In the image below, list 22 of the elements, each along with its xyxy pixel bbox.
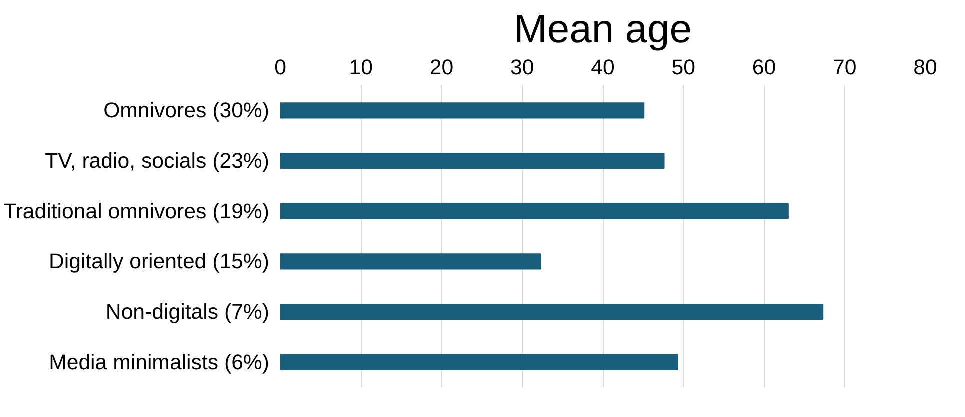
y-tick-label: Omnivores (30%)	[104, 98, 270, 123]
x-tick-label: 10	[349, 56, 374, 80]
bar	[280, 102, 645, 119]
x-tick-label: 50	[672, 56, 696, 80]
bar	[280, 203, 789, 220]
y-tick-label: Media minimalists (6%)	[49, 350, 270, 374]
bar	[280, 254, 542, 270]
y-tick-label: Digitally oriented (15%)	[49, 250, 270, 274]
x-tick-label: 70	[833, 56, 857, 80]
y-tick-label: Traditional omnivores (19%)	[4, 199, 270, 224]
x-tick-label: 40	[591, 56, 615, 80]
x-tick-label: 30	[510, 56, 534, 80]
x-tick-label: 20	[430, 56, 454, 80]
x-tick-label: 0	[274, 56, 287, 80]
y-tick-label: TV, radio, socials (23%)	[45, 149, 270, 173]
chart-title: Mean age	[514, 8, 692, 52]
bar	[280, 354, 678, 370]
x-tick-label: 60	[752, 56, 776, 80]
bar	[280, 304, 824, 320]
x-tick-label: 80	[914, 56, 938, 80]
y-tick-label: Non-digitals (7%)	[106, 300, 270, 324]
bar	[280, 152, 665, 170]
